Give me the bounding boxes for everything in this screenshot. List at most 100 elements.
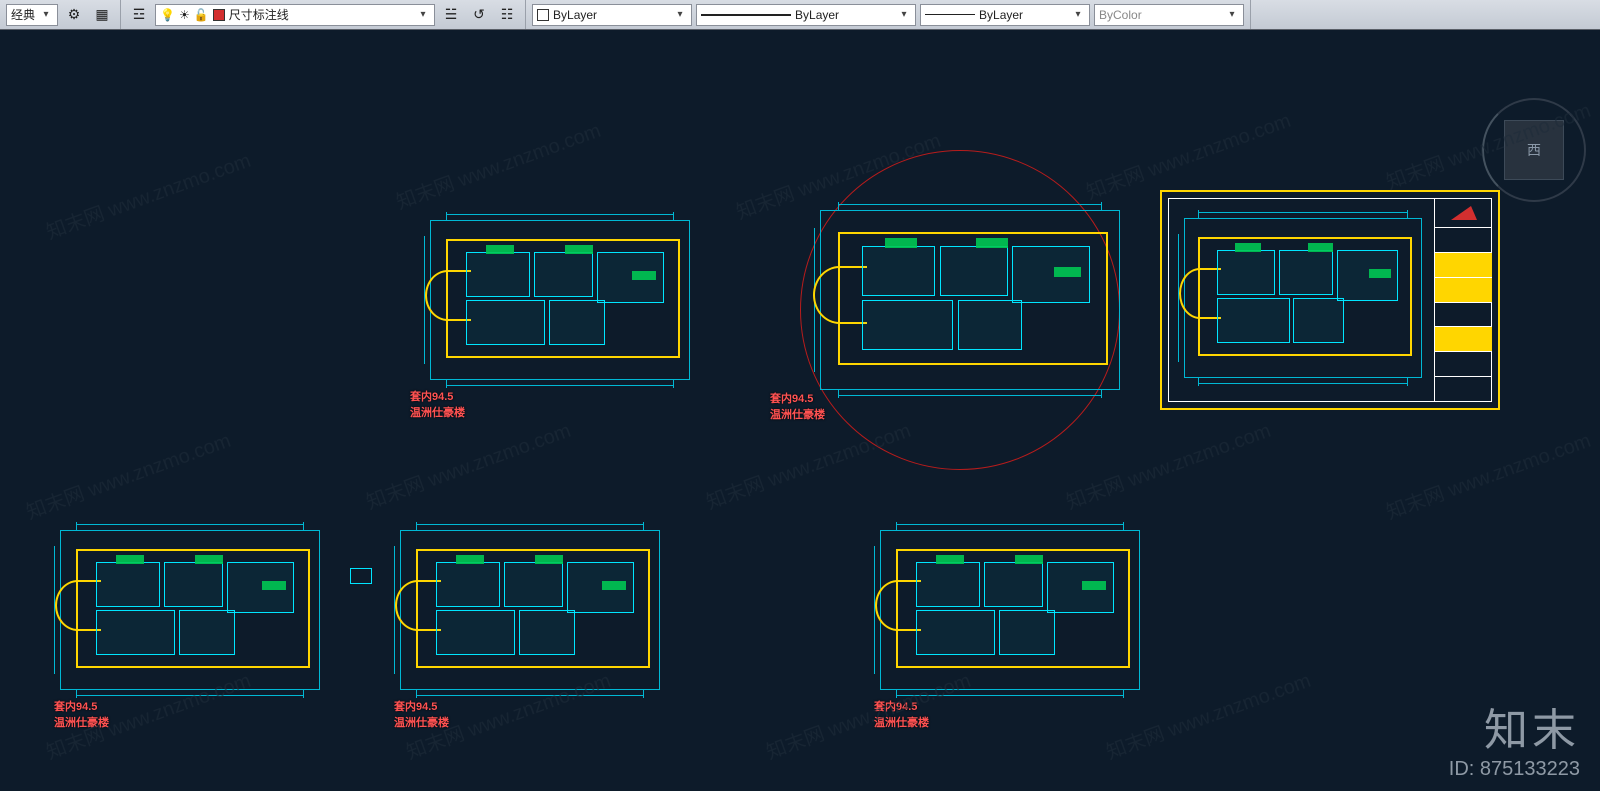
floorplan: 套内94.5 温洲仕豪楼: [820, 210, 1120, 390]
room: [1279, 250, 1333, 295]
room: [999, 610, 1054, 655]
room: [862, 300, 953, 350]
layer-previous-icon[interactable]: ↺: [467, 3, 491, 27]
properties-group: ByLayer ▾ ByLayer ▾ ByLayer ▾ ByColor ▾: [526, 0, 1251, 29]
plan-rooms: [916, 562, 1114, 655]
plotstyle-combo[interactable]: ByColor ▾: [1094, 4, 1244, 26]
viewcube-face[interactable]: 西: [1504, 120, 1564, 180]
room: [1217, 298, 1289, 343]
title-block-row: [1435, 377, 1492, 402]
tag: [116, 555, 144, 564]
layer-color-swatch: [213, 9, 225, 21]
dimension-line: [446, 214, 675, 218]
plan-rooms: [862, 246, 1090, 350]
floorplan: 套内94.5 温洲仕豪楼: [880, 530, 1140, 690]
workspace-combo-text: 经典: [11, 6, 35, 23]
chevron-down-icon: ▾: [416, 9, 430, 20]
tag: [632, 271, 656, 280]
tag: [195, 555, 223, 564]
workspace-group: 经典 ▾ ⚙ ▦: [0, 0, 121, 29]
dimension-line: [838, 392, 1102, 396]
dimension-line: [446, 382, 675, 386]
gear-icon[interactable]: ⚙: [62, 3, 86, 27]
layer-properties-icon[interactable]: ☲: [127, 3, 151, 27]
plan-rooms: [466, 252, 664, 345]
layer-match-icon[interactable]: ☷: [495, 3, 519, 27]
layer-combo[interactable]: 💡 ☀ 🔓 尺寸标注线 ▾: [155, 4, 435, 26]
watermark-diagonal: 知末网 www.znzmo.com: [362, 414, 575, 515]
plan-bay: [875, 580, 921, 631]
plan-bay: [395, 580, 441, 631]
plan-label: 套内94.5 温洲仕豪楼: [410, 388, 465, 420]
floorplan: 套内94.5 温洲仕豪楼: [60, 530, 320, 690]
room: [96, 610, 175, 655]
plan-label: 套内94.5 温洲仕豪楼: [770, 390, 825, 422]
layout-sheet: 套内94.5 温洲仕豪楼: [1160, 190, 1500, 410]
title-block-row: [1435, 228, 1492, 253]
chevron-down-icon: ▾: [673, 9, 687, 20]
floorplan: 套内94.5 温洲仕豪楼: [430, 220, 690, 380]
linetype-combo[interactable]: ByLayer ▾: [696, 4, 916, 26]
detail-block: [350, 568, 372, 584]
room: [862, 246, 935, 296]
tag: [976, 238, 1008, 248]
dimension-line: [896, 524, 1125, 528]
title-block-row: [1435, 327, 1492, 352]
layer-group: ☲ 💡 ☀ 🔓 尺寸标注线 ▾ ☱ ↺ ☷: [121, 0, 526, 29]
workspace-combo[interactable]: 经典 ▾: [6, 4, 58, 26]
room: [504, 562, 563, 607]
tag: [1082, 581, 1106, 590]
layers-panel-icon[interactable]: ☱: [439, 3, 463, 27]
sun-icon: ☀: [179, 8, 190, 22]
room: [519, 610, 574, 655]
layer-name: 尺寸标注线: [229, 6, 412, 23]
color-combo-text: ByLayer: [553, 8, 669, 22]
lineweight-combo-text: ByLayer: [979, 8, 1067, 22]
lineweight-combo[interactable]: ByLayer ▾: [920, 4, 1090, 26]
dimension-line: [76, 692, 305, 696]
plan-bay: [425, 270, 471, 321]
watermark-diagonal: 知末网 www.znzmo.com: [22, 424, 235, 525]
plan-rooms: [1217, 250, 1398, 343]
room: [179, 610, 234, 655]
lock-open-icon: 🔓: [194, 8, 209, 22]
tag: [1308, 243, 1333, 252]
room: [436, 610, 515, 655]
linetype-combo-text: ByLayer: [795, 8, 893, 22]
plan-bay: [55, 580, 101, 631]
dimension-line: [76, 524, 305, 528]
tag: [486, 245, 514, 254]
room: [436, 562, 499, 607]
room: [534, 252, 593, 297]
plan-label: 套内94.5 温洲仕豪楼: [54, 698, 109, 730]
tag: [1235, 243, 1260, 252]
room: [916, 610, 995, 655]
dimension-line: [1198, 380, 1407, 384]
room: [984, 562, 1043, 607]
title-block: [1434, 198, 1492, 402]
chevron-down-icon: ▾: [1071, 9, 1085, 20]
dimension-line: [416, 692, 645, 696]
watermark-diagonal: 知末网 www.znzmo.com: [42, 144, 255, 245]
color-combo[interactable]: ByLayer ▾: [532, 4, 692, 26]
watermark-id: ID: 875133223: [1449, 758, 1580, 781]
watermark-brand: 知末 ID: 875133223: [1449, 694, 1580, 781]
chevron-down-icon: ▾: [897, 9, 911, 20]
watermark-diagonal: 知末网 www.znzmo.com: [1382, 424, 1595, 525]
room: [466, 300, 545, 345]
chevron-down-icon: ▾: [1225, 9, 1239, 20]
workspace-icon[interactable]: ▦: [90, 3, 114, 27]
room: [466, 252, 529, 297]
bulb-icon: 💡: [160, 8, 175, 22]
ribbon: 经典 ▾ ⚙ ▦ ☲ 💡 ☀ 🔓 尺寸标注线 ▾ ☱ ↺ ☷ ByLayer ▾…: [0, 0, 1600, 30]
chevron-down-icon: ▾: [39, 9, 53, 20]
tag: [1369, 269, 1391, 278]
room: [1293, 298, 1344, 343]
plan-label: 套内94.5 温洲仕豪楼: [874, 698, 929, 730]
room: [549, 300, 604, 345]
plan-rooms: [436, 562, 634, 655]
model-space[interactable]: 西 套内94.5 温洲仕豪楼: [0, 30, 1600, 791]
watermark-diagonal: 知末网 www.znzmo.com: [392, 114, 605, 215]
room: [1217, 250, 1275, 295]
room: [958, 300, 1022, 350]
